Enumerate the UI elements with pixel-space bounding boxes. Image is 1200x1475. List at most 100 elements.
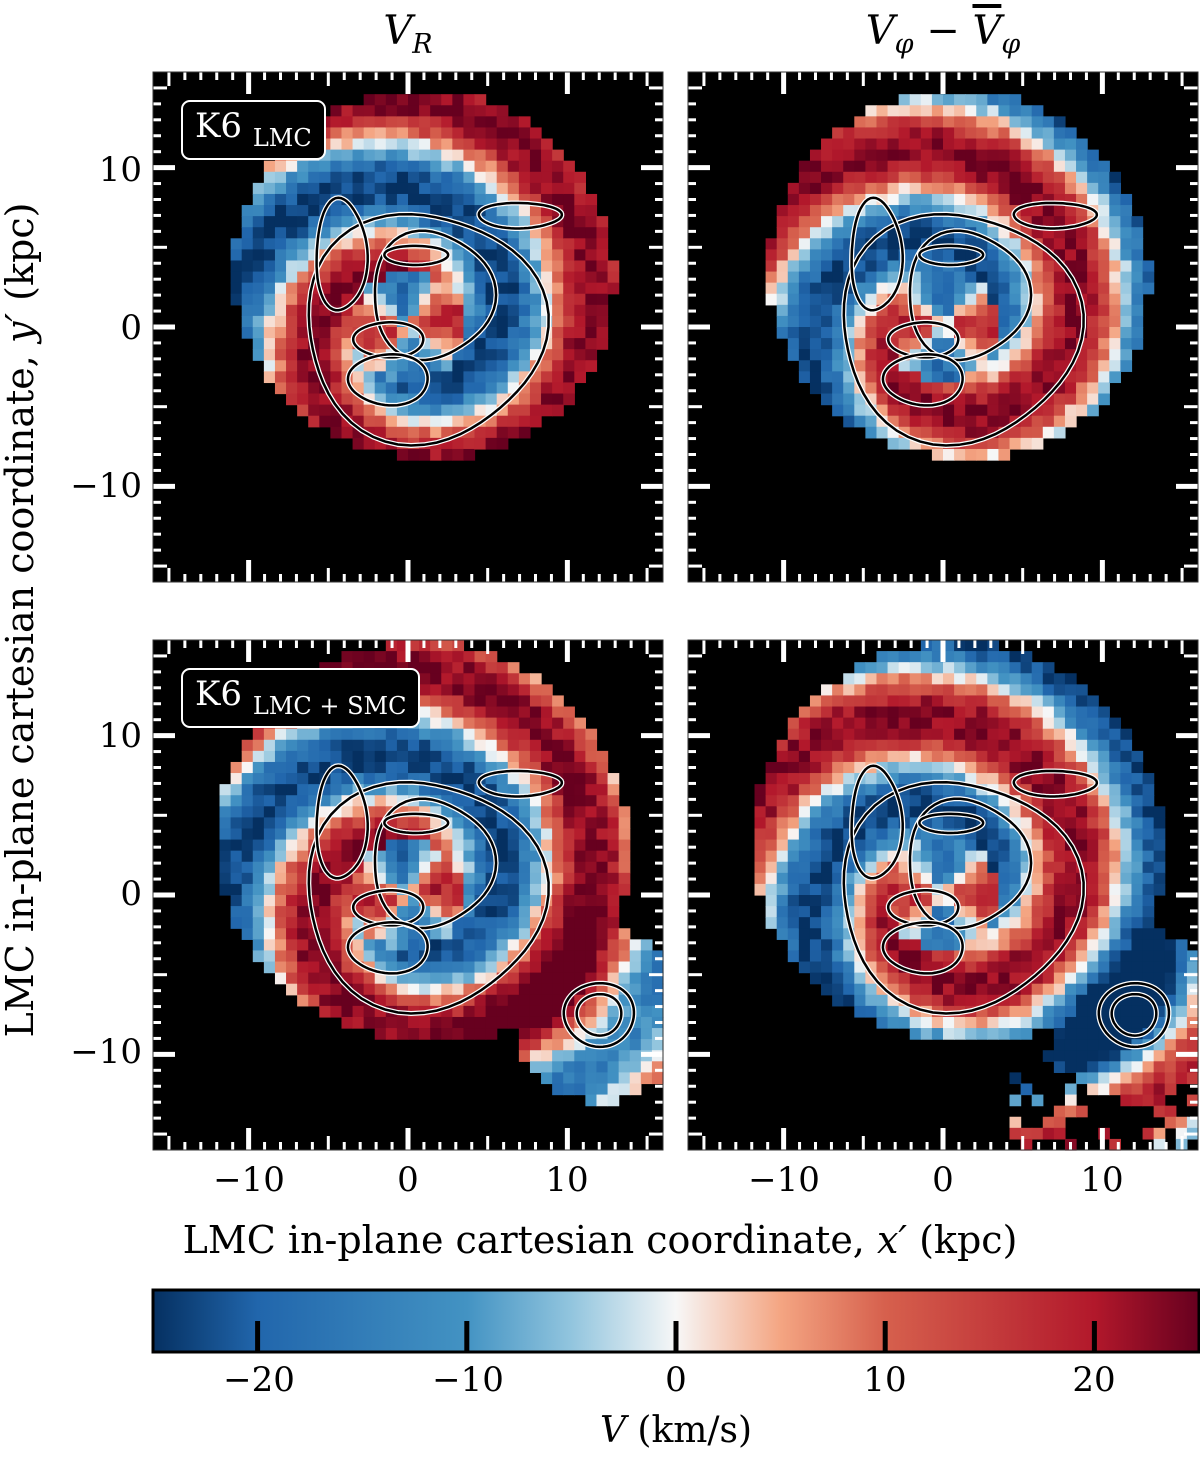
heatmap-cell — [787, 917, 800, 929]
heatmap-cell — [374, 160, 387, 173]
heatmap-cell — [1109, 304, 1121, 317]
heatmap-cell — [1076, 349, 1088, 361]
heatmap-cell — [496, 360, 509, 372]
heatmap-cell — [1064, 872, 1077, 885]
heatmap-cell — [987, 293, 1000, 306]
heatmap-cell — [1064, 817, 1077, 830]
heatmap-cell — [385, 415, 398, 428]
heatmap-cell — [1031, 706, 1044, 719]
heatmap-cell — [843, 160, 855, 173]
heatmap-cell — [1153, 1105, 1166, 1118]
heatmap-cell — [541, 983, 553, 996]
heatmap-cell — [430, 249, 442, 262]
heatmap-cell — [865, 784, 878, 796]
heatmap-cell — [965, 684, 977, 697]
heatmap-cell — [263, 304, 276, 317]
heatmap-cell — [1042, 282, 1055, 295]
heatmap-cell — [419, 651, 431, 663]
heatmap-cell — [352, 883, 365, 896]
heatmap-cell — [1020, 249, 1033, 262]
heatmap-cell — [854, 706, 866, 719]
heatmap-cell — [341, 116, 354, 129]
heatmap-cell — [1109, 795, 1121, 807]
heatmap-cell — [419, 994, 431, 1007]
heatmap-cell — [1020, 750, 1033, 763]
heatmap-cell — [263, 227, 276, 239]
heatmap-cell — [496, 227, 509, 239]
heatmap-cell — [496, 371, 509, 384]
heatmap-cell — [854, 972, 866, 985]
heatmap-cell — [898, 138, 911, 151]
heatmap-cell — [241, 850, 254, 863]
heatmap-cell — [507, 371, 520, 384]
heatmap-cell — [529, 404, 542, 417]
heatmap-cell — [430, 806, 442, 818]
heatmap-cell — [1042, 216, 1055, 228]
heatmap-cell — [887, 861, 900, 874]
heatmap-cell — [787, 773, 800, 785]
heatmap-cell — [876, 349, 889, 361]
heatmap-cell — [1087, 950, 1099, 963]
heatmap-cell — [965, 662, 977, 674]
heatmap-cell — [1120, 861, 1133, 874]
heatmap-cell — [1131, 828, 1144, 841]
heatmap-cell — [1042, 160, 1055, 173]
heatmap-cell — [987, 750, 1000, 763]
heatmap-cell — [507, 327, 520, 339]
heatmap-cell — [430, 304, 442, 317]
heatmap-cell — [821, 983, 833, 996]
heatmap-cell — [998, 271, 1011, 284]
heatmap-cell — [330, 149, 343, 162]
heatmap-cell — [1120, 249, 1133, 262]
heatmap-cell — [865, 895, 878, 907]
heatmap-cell — [640, 1016, 653, 1029]
heatmap-cell — [898, 906, 911, 918]
heatmap-cell — [441, 415, 453, 428]
heatmap-cell — [931, 382, 944, 395]
heatmap-cell — [552, 906, 564, 918]
heatmap-cell — [1053, 127, 1066, 140]
heatmap-cell — [474, 426, 487, 439]
heatmap-cell — [943, 338, 955, 350]
heatmap-cell — [965, 994, 977, 1007]
heatmap-cell — [1098, 1016, 1110, 1029]
heatmap-cell — [596, 216, 609, 228]
heatmap-cell — [920, 839, 933, 852]
heatmap-cell — [987, 105, 1000, 117]
heatmap-cell — [965, 393, 977, 406]
heatmap-cell — [887, 883, 900, 896]
panel-group — [152, 71, 1199, 1151]
heatmap-cell — [1031, 249, 1044, 262]
heatmap-cell — [1042, 116, 1055, 129]
heatmap-cell — [496, 271, 509, 284]
heatmap-cell — [1031, 382, 1044, 395]
heatmap-cell — [920, 127, 933, 140]
heatmap-cell — [651, 1028, 664, 1040]
heatmap-cell — [607, 861, 620, 874]
heatmap-cell — [352, 116, 365, 129]
heatmap-cell — [552, 227, 564, 239]
heatmap-cell — [1131, 806, 1144, 818]
heatmap-cell — [998, 393, 1011, 406]
heatmap-cell — [954, 149, 966, 162]
heatmap-cell — [252, 917, 265, 929]
heatmap-cell — [1053, 1050, 1066, 1062]
heatmap-cell — [843, 695, 855, 708]
heatmap-cell — [596, 761, 609, 774]
heatmap-cell — [798, 961, 811, 974]
heatmap-cell — [1020, 850, 1033, 863]
heatmap-cell — [452, 293, 465, 306]
heatmap-cell — [330, 127, 343, 140]
heatmap-cell — [297, 795, 309, 807]
heatmap-cell — [263, 839, 276, 852]
heatmap-cell — [1053, 238, 1066, 250]
heatmap-cell — [1109, 761, 1121, 774]
heatmap-cell — [876, 817, 889, 830]
heatmap-cell — [1064, 249, 1077, 262]
heatmap-cell — [607, 806, 620, 818]
heatmap-cell — [832, 293, 844, 306]
heatmap-cell — [976, 171, 988, 184]
heatmap-cell — [352, 138, 365, 151]
heatmap-cell — [430, 861, 442, 874]
heatmap-cell — [843, 260, 855, 273]
